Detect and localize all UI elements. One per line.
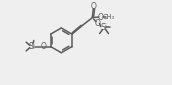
- Text: Si: Si: [29, 42, 36, 51]
- Text: O: O: [90, 2, 96, 11]
- Text: O: O: [98, 13, 104, 22]
- Text: O: O: [94, 19, 100, 28]
- Text: Si: Si: [100, 23, 107, 32]
- Text: O: O: [40, 42, 46, 51]
- Text: CH₃: CH₃: [103, 14, 115, 20]
